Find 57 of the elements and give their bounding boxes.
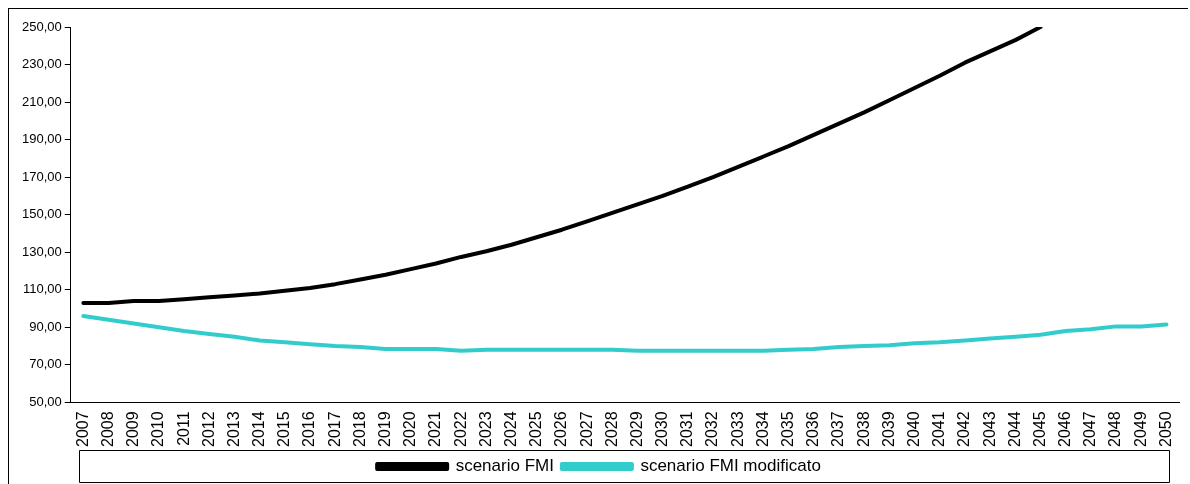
x-tick-label: 2033: [728, 411, 746, 447]
x-tick-label: 2027: [577, 411, 595, 447]
x-tick-label: 2008: [98, 411, 116, 447]
x-tick-label: 2028: [602, 411, 620, 447]
x-tick-label: 2038: [854, 411, 872, 447]
x-tick-label: 2026: [552, 411, 570, 447]
x-tick-label: 2046: [1056, 411, 1074, 447]
legend-label: scenario FMI modificato: [640, 456, 821, 476]
y-tick-label: 230,00: [22, 56, 62, 72]
x-tick-label: 2032: [703, 411, 721, 447]
y-tick-label: 70,00: [29, 356, 62, 372]
x-tick-label: 2024: [501, 411, 519, 447]
x-tick-label: 2040: [904, 411, 922, 447]
x-tick-label: 2018: [350, 411, 368, 447]
x-tick-label: 2031: [678, 411, 696, 447]
y-tick-label: 150,00: [22, 206, 62, 222]
x-tick-label: 2047: [1081, 411, 1099, 447]
x-tick-label: 2029: [627, 411, 645, 447]
x-tick-label: 2036: [804, 411, 822, 447]
legend-label: scenario FMI: [455, 456, 554, 476]
x-tick-label: 2010: [149, 411, 167, 447]
x-tick-label: 2049: [1131, 411, 1149, 447]
x-tick-label: 2014: [250, 411, 268, 447]
y-tick-label: 110,00: [22, 281, 62, 297]
x-tick-label: 2035: [779, 411, 796, 447]
x-tick-label: 2037: [829, 411, 847, 447]
x-tick-label: 2044: [1005, 411, 1023, 447]
x-tick-label: 2045: [1030, 411, 1048, 447]
x-tick-label: 2007: [73, 411, 91, 447]
x-tick-label: 2041: [930, 411, 948, 447]
x-tick-label: 2009: [124, 411, 142, 447]
y-tick-label: 250,00: [22, 18, 62, 34]
x-tick-label: 2039: [879, 411, 897, 447]
x-tick-label: 2016: [300, 411, 318, 447]
x-tick-label: 2034: [753, 411, 771, 447]
x-tick-label: 2017: [325, 411, 343, 447]
y-tick-label: 210,00: [22, 93, 62, 109]
x-tick-label: 2048: [1106, 411, 1124, 447]
y-tick-label: 130,00: [22, 243, 62, 259]
y-tick-label: 190,00: [22, 131, 62, 147]
x-tick-label: 2021: [426, 411, 444, 447]
x-tick-label: 2030: [653, 411, 671, 447]
x-tick-label: 2043: [980, 411, 998, 447]
x-tick-label: 2011: [174, 411, 192, 446]
x-tick-label: 2019: [376, 411, 394, 447]
y-tick-label: 50,00: [29, 393, 62, 409]
x-tick-label: 2013: [224, 411, 242, 447]
x-tick-label: 2015: [275, 411, 293, 447]
y-tick-label: 170,00: [22, 168, 62, 184]
x-tick-label: 2022: [451, 411, 469, 447]
y-tick-label: 90,00: [29, 318, 62, 334]
x-tick-label: 2023: [476, 411, 494, 447]
x-tick-label: 2020: [401, 411, 419, 447]
x-tick-label: 2042: [955, 411, 973, 447]
x-tick-label: 2025: [527, 411, 545, 447]
x-tick-label: 2050: [1156, 411, 1174, 447]
x-tick-label: 2012: [199, 411, 217, 447]
